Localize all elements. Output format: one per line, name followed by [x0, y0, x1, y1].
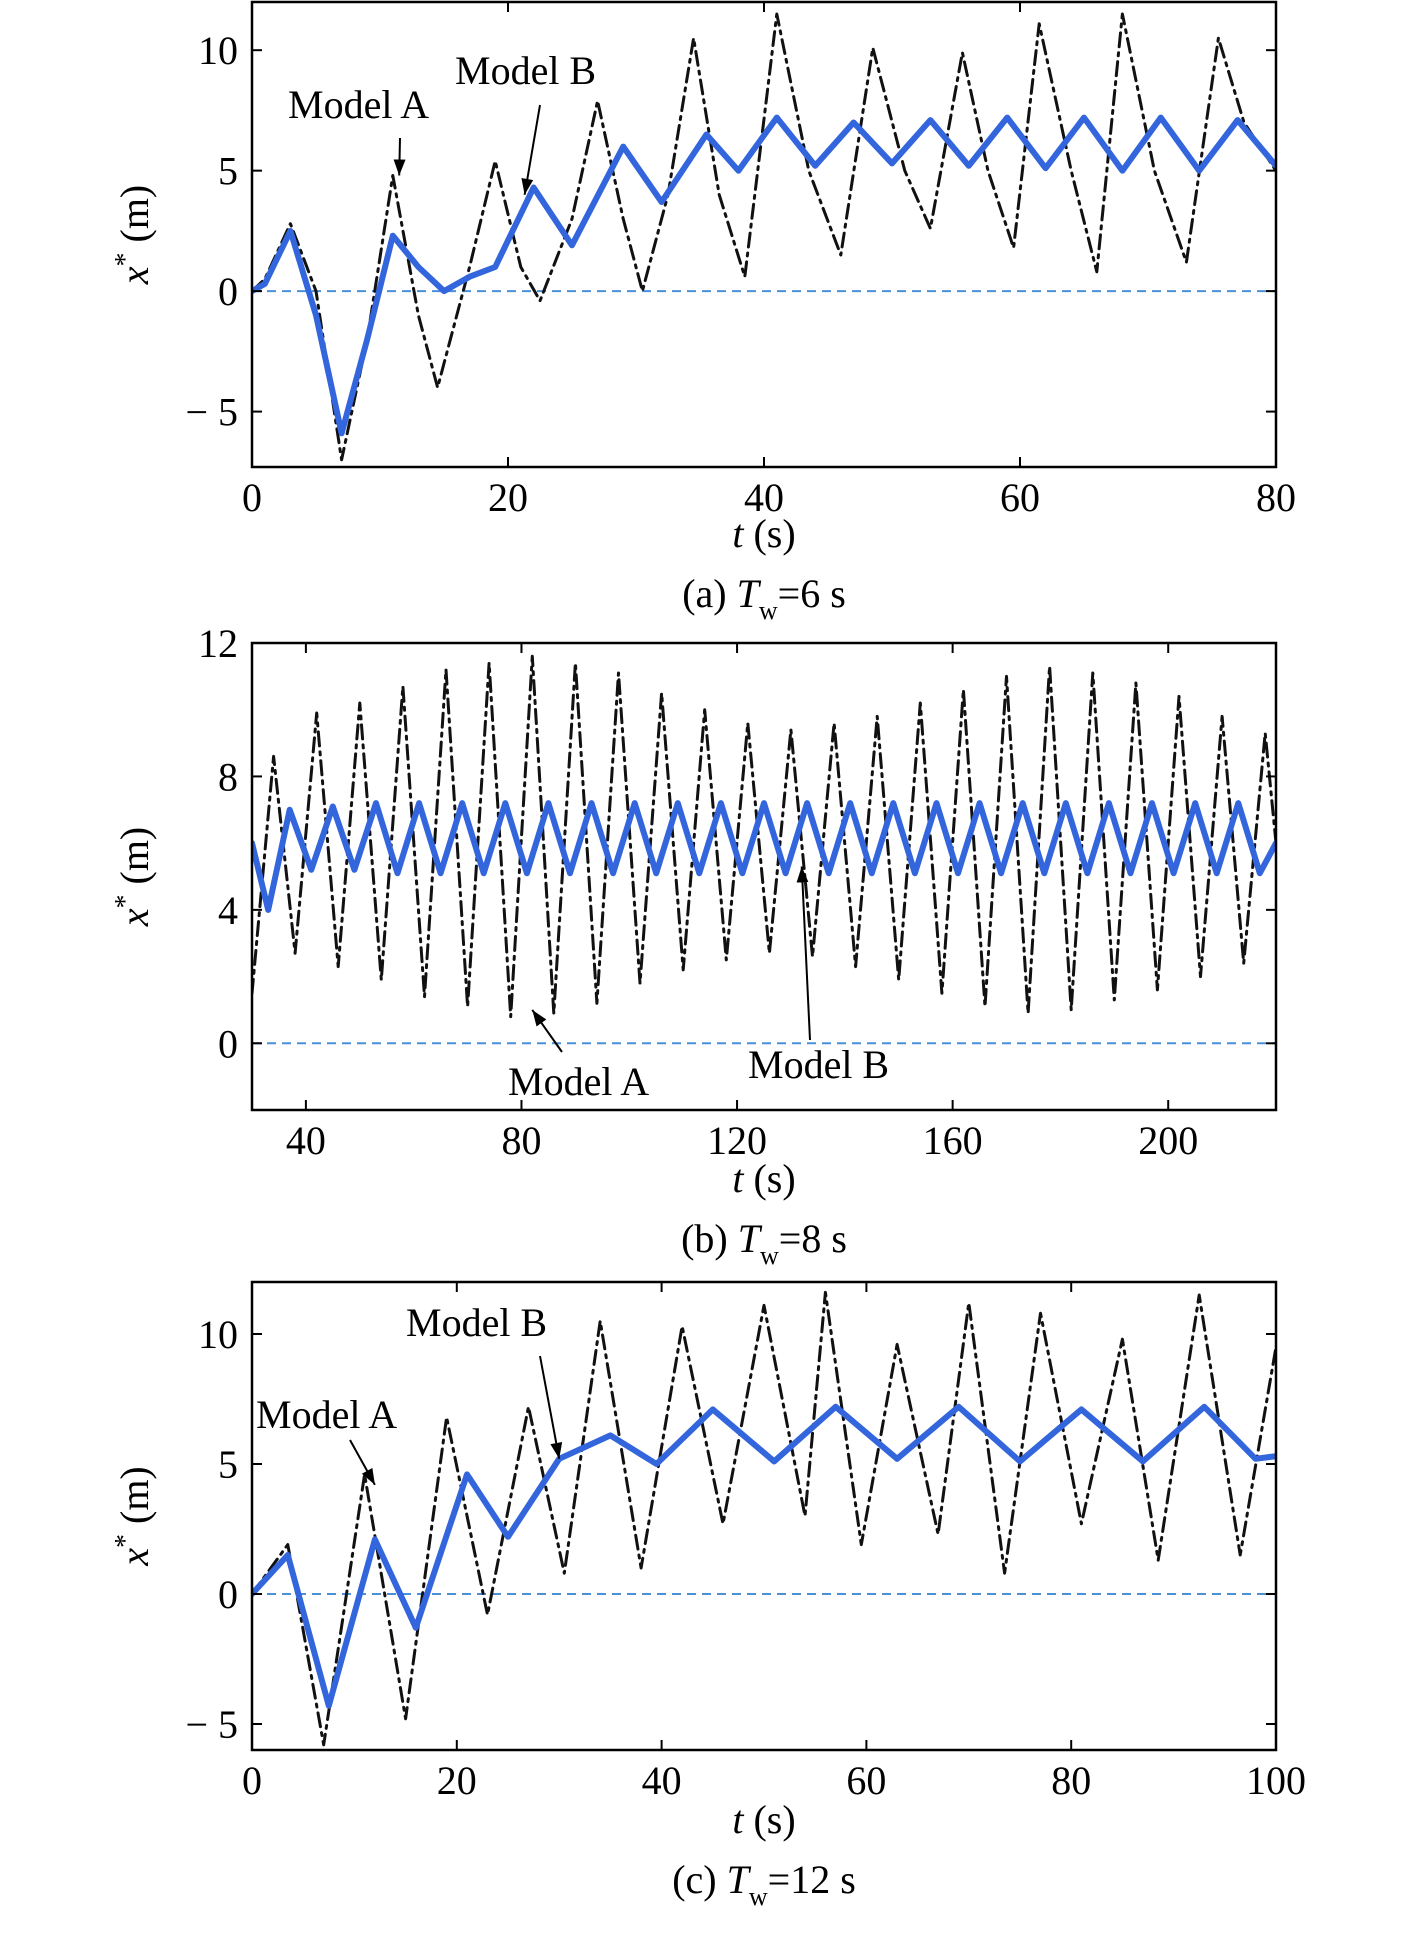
annotation-label: Model A: [508, 1059, 649, 1104]
series-model-b: [252, 800, 1276, 913]
caption-var: T: [738, 1216, 763, 1261]
y-axis-sup: *: [110, 253, 141, 267]
series-model-a: [252, 1290, 1276, 1747]
x-tick-label: 80: [1256, 475, 1296, 520]
x-tick-label: 40: [744, 475, 784, 520]
annotation-label: Model A: [288, 82, 429, 127]
y-axis-var: x: [112, 266, 157, 285]
x-tick-label: 60: [1000, 475, 1040, 520]
y-axis-unit: (m): [112, 185, 157, 253]
panel-b: 40 80 120 160 200 0 4 8 12 t (s) x* (m) (b) Tw=8 s M…: [110, 621, 1278, 1270]
series-group: [252, 1290, 1276, 1747]
x-tick-label: 160: [923, 1118, 983, 1163]
y-axis-sup: *: [110, 895, 141, 909]
x-axis-var: t: [732, 1156, 744, 1201]
panel-caption: (b) Tw=8 s: [681, 1216, 847, 1270]
y-axis-var: x: [112, 1548, 157, 1567]
annotation-arrow: [531, 1009, 563, 1053]
caption-suffix: =8 s: [779, 1216, 847, 1261]
y-axis-sup: *: [110, 1534, 141, 1548]
caption-suffix: =6 s: [778, 571, 846, 616]
y-axis-unit: (m): [112, 1466, 157, 1534]
x-tick-label: 100: [1246, 1758, 1306, 1803]
x-tick-label: 40: [642, 1758, 682, 1803]
caption-prefix: (c): [672, 1857, 726, 1902]
x-axis-var: t: [732, 1797, 744, 1842]
x-tick-label: 80: [1051, 1758, 1091, 1803]
y-tick-label: 5: [218, 1442, 238, 1487]
y-tick-label: 0: [218, 1572, 238, 1617]
x-tick-label: 0: [242, 475, 262, 520]
y-axis-var: x: [112, 908, 157, 927]
x-axis-unit: (s): [743, 1156, 795, 1201]
y-tick-label: 10: [198, 1312, 238, 1357]
annotation-arrow: [349, 1439, 376, 1486]
caption-suffix: =12 s: [768, 1857, 856, 1902]
panel-caption: (a) Tw=6 s: [682, 571, 846, 625]
y-tick-label: 12: [198, 621, 238, 666]
caption-var: T: [737, 571, 762, 616]
y-tick-label: 0: [218, 269, 238, 314]
caption-var: T: [727, 1857, 752, 1902]
x-axis-var: t: [732, 511, 744, 556]
x-axis-label: t (s): [732, 1156, 795, 1201]
y-axis-label: x* (m): [110, 1466, 157, 1567]
x-axis-label: t (s): [732, 1797, 795, 1842]
annotation-arrow: [393, 137, 406, 176]
caption-sub: w: [760, 1241, 779, 1270]
y-axis-label: x* (m): [110, 827, 157, 928]
x-tick-label: 40: [286, 1118, 326, 1163]
series-model-a: [252, 654, 1276, 1019]
annotation-arrow: [796, 866, 811, 1041]
y-tick-label: − 5: [185, 390, 238, 435]
x-tick-label: 20: [488, 475, 528, 520]
y-tick-label: − 5: [185, 1702, 238, 1747]
x-axis-unit: (s): [743, 1797, 795, 1842]
y-tick-label: 8: [218, 754, 238, 799]
y-tick-label: 5: [218, 149, 238, 194]
y-axis-label: x* (m): [110, 185, 157, 286]
x-tick-label: 0: [242, 1758, 262, 1803]
y-axis-unit: (m): [112, 827, 157, 895]
x-axis-unit: (s): [743, 511, 795, 556]
annotation-label: Model B: [406, 1300, 547, 1345]
caption-prefix: (a): [682, 571, 736, 616]
panel-caption: (c) Tw=12 s: [672, 1857, 856, 1911]
y-tick-label: 4: [218, 888, 238, 933]
y-tick-label: 10: [198, 28, 238, 73]
plot-frame: [250, 0, 1278, 469]
caption-prefix: (b): [681, 1216, 738, 1261]
caption-sub: w: [759, 596, 778, 625]
x-tick-label: 120: [707, 1118, 767, 1163]
plot-frame: [250, 641, 1278, 1112]
plot-frame: [250, 1280, 1278, 1752]
annotation-arrow: [521, 104, 541, 195]
x-tick-label: 200: [1138, 1118, 1198, 1163]
x-tick-label: 20: [437, 1758, 477, 1803]
series-model-a: [252, 12, 1276, 462]
annotation-arrow: [539, 1355, 563, 1459]
y-tick-label: 0: [218, 1021, 238, 1066]
series-group: [252, 654, 1276, 1019]
series-model-b: [252, 1403, 1276, 1709]
caption-sub: w: [749, 1882, 768, 1911]
annotation-label: Model B: [748, 1042, 889, 1087]
annotation-label: Model A: [256, 1392, 397, 1437]
x-tick-label: 80: [501, 1118, 541, 1163]
series-model-b: [252, 114, 1276, 437]
x-axis-label: t (s): [732, 511, 795, 556]
annotation-label: Model B: [455, 48, 596, 93]
x-tick-label: 60: [846, 1758, 886, 1803]
series-group: [252, 12, 1276, 462]
